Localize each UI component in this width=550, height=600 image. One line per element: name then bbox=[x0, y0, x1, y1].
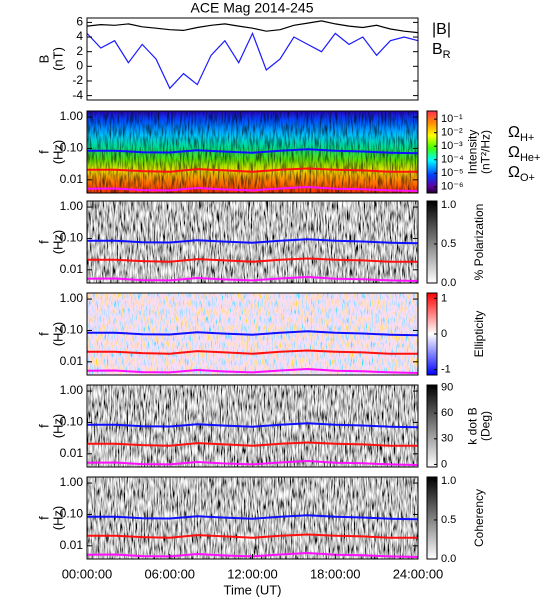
data-line bbox=[86, 422, 419, 429]
y-tick-label: -4 bbox=[72, 88, 83, 102]
colorbar-tick-label: 0.5 bbox=[441, 238, 456, 250]
y-tick-label: 0.10 bbox=[60, 323, 84, 337]
data-line bbox=[87, 349, 418, 355]
legend-label: ΩO+ bbox=[508, 164, 535, 184]
colorbar-tick-label: 1.0 bbox=[441, 199, 456, 211]
x-tick-label: 24:00:00 bbox=[393, 566, 444, 581]
y-tick-label: 0.01 bbox=[60, 538, 84, 552]
y-tick-label: 0.01 bbox=[60, 354, 84, 368]
plot-frame bbox=[86, 110, 419, 194]
x-tick-label: 06:00:00 bbox=[144, 566, 195, 581]
colorbar-label: % Polarization bbox=[472, 204, 486, 281]
legend-label: ΩHe+ bbox=[508, 144, 540, 164]
colorbar-label: (nT²/Hz) bbox=[479, 130, 493, 174]
colorbar bbox=[426, 384, 438, 468]
y-axis-label: (Hz) bbox=[50, 140, 65, 165]
plot-frame bbox=[86, 384, 419, 468]
colorbar-label: Ellipticity bbox=[472, 311, 486, 358]
colorbar-label: (Deg) bbox=[479, 411, 493, 441]
x-tick-label: 00:00:00 bbox=[62, 566, 113, 581]
y-tick-label: 0.10 bbox=[60, 231, 84, 245]
y-tick-label: 2 bbox=[76, 44, 83, 58]
y-axis-label: (nT) bbox=[50, 47, 65, 71]
y-axis-label: (Hz) bbox=[50, 414, 65, 439]
data-line bbox=[86, 238, 419, 245]
data-line bbox=[87, 441, 418, 447]
colorbar-tick-label: 10⁻⁴ bbox=[441, 154, 464, 166]
y-axis-label: f bbox=[36, 424, 51, 428]
legend-label: ΩH+ bbox=[508, 124, 534, 144]
y-tick-label: 1.00 bbox=[60, 199, 84, 213]
y-axis-label: f bbox=[36, 516, 51, 520]
data-line bbox=[86, 20, 419, 34]
y-axis-label: f bbox=[36, 150, 51, 154]
y-tick-label: 0.01 bbox=[60, 262, 84, 276]
data-line bbox=[86, 31, 419, 90]
colorbar-tick-label: 0 bbox=[441, 328, 447, 340]
y-tick-label: -2 bbox=[72, 73, 83, 87]
x-tick-label: 12:00:00 bbox=[227, 566, 278, 581]
y-axis-label: (Hz) bbox=[50, 506, 65, 531]
legend-label: |B| bbox=[432, 21, 451, 38]
colorbar-tick-label: 0 bbox=[441, 458, 447, 470]
y-tick-label: 4 bbox=[76, 29, 83, 43]
y-tick-label: 0.10 bbox=[60, 415, 84, 429]
data-line bbox=[86, 514, 419, 521]
y-tick-label: 0.10 bbox=[60, 141, 84, 155]
colorbar-tick-label: 1 bbox=[441, 292, 447, 304]
colorbar-tick-label: 60 bbox=[441, 407, 453, 419]
colorbar-label: Coherency bbox=[472, 489, 486, 547]
y-tick-label: 1.00 bbox=[60, 291, 84, 305]
y-axis-label: B bbox=[36, 55, 51, 64]
colorbar-tick-label: -1 bbox=[441, 364, 451, 376]
y-tick-label: 1.00 bbox=[60, 109, 84, 123]
data-line bbox=[86, 275, 419, 282]
chart-title: ACE Mag 2014-245 bbox=[191, 0, 314, 16]
data-line bbox=[87, 257, 418, 263]
colorbar-tick-label: 10⁻⁵ bbox=[441, 167, 464, 179]
data-line bbox=[86, 148, 419, 155]
y-tick-label: 1.00 bbox=[60, 383, 84, 397]
data-line bbox=[87, 167, 418, 173]
colorbar-tick-label: 10⁻⁶ bbox=[441, 181, 464, 193]
y-tick-label: 0.10 bbox=[60, 507, 84, 521]
colorbar-tick-label: 0.0 bbox=[441, 277, 456, 289]
colorbar-tick-label: 30 bbox=[441, 433, 453, 445]
data-line bbox=[86, 459, 419, 466]
colorbar-tick-label: 0.0 bbox=[441, 553, 456, 565]
data-line bbox=[86, 367, 419, 374]
y-axis-label: f bbox=[36, 332, 51, 336]
y-tick-label: 0.01 bbox=[60, 172, 84, 186]
colorbar-tick-label: 10⁻¹ bbox=[441, 113, 463, 125]
data-line bbox=[87, 533, 418, 539]
x-tick-label: 18:00:00 bbox=[310, 566, 361, 581]
colorbar-tick-label: 0.5 bbox=[441, 514, 456, 526]
data-line bbox=[86, 330, 419, 337]
colorbar-tick-label: 10⁻² bbox=[441, 127, 463, 139]
colorbar bbox=[426, 200, 438, 284]
y-axis-label: f bbox=[36, 240, 51, 244]
colorbar-tick-label: 90 bbox=[441, 381, 453, 393]
y-tick-label: 1.00 bbox=[60, 475, 84, 489]
data-line bbox=[86, 185, 419, 192]
colorbar bbox=[426, 110, 438, 194]
colorbar-label: k dot B bbox=[466, 407, 480, 444]
colorbar-label: Intensity bbox=[466, 130, 480, 175]
y-tick-label: 0.01 bbox=[60, 446, 84, 460]
plot-frame bbox=[86, 292, 419, 376]
colorbar-tick-label: 10⁻³ bbox=[441, 140, 463, 152]
x-axis-label: Time (UT) bbox=[223, 582, 281, 597]
colorbar-tick-label: 1.0 bbox=[441, 475, 456, 487]
y-tick-label: 0 bbox=[76, 58, 83, 72]
y-axis-label: (Hz) bbox=[50, 230, 65, 255]
legend-label: BR bbox=[432, 41, 451, 61]
plot-frame bbox=[86, 17, 419, 101]
colorbar bbox=[426, 476, 438, 560]
plot-frame bbox=[86, 200, 419, 284]
y-tick-label: 6 bbox=[76, 15, 83, 29]
y-axis-label: (Hz) bbox=[50, 322, 65, 347]
